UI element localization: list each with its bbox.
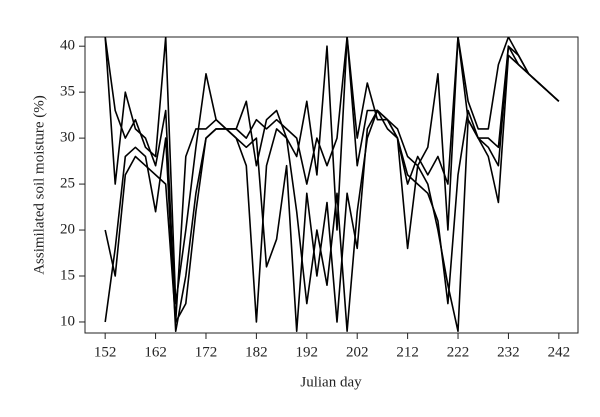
x-tick-label: 222 xyxy=(447,344,470,360)
y-tick-label: 15 xyxy=(60,267,75,283)
y-tick-label: 20 xyxy=(60,221,75,237)
x-tick-label: 212 xyxy=(396,344,419,360)
series-line xyxy=(104,54,560,332)
x-tick-label: 162 xyxy=(144,344,167,360)
series-line xyxy=(104,37,560,305)
x-axis-label: Julian day xyxy=(300,374,362,390)
x-tick-label: 232 xyxy=(497,344,520,360)
plot-frame xyxy=(84,36,579,334)
y-tick-label: 30 xyxy=(60,130,75,146)
y-axis-label: Assimilated soil moisture (%) xyxy=(31,95,47,275)
x-tick-label: 202 xyxy=(346,344,369,360)
y-tick-label: 25 xyxy=(60,176,75,192)
y-tick-label: 40 xyxy=(60,38,75,54)
y-tick-label: 35 xyxy=(60,84,75,100)
plot-area xyxy=(104,37,560,332)
x-tick-label: 182 xyxy=(245,344,268,360)
x-tick-label: 152 xyxy=(94,344,117,360)
x-tick-label: 242 xyxy=(548,344,571,360)
x-tick-label: 172 xyxy=(195,344,218,360)
y-tick-label: 10 xyxy=(60,313,75,329)
x-tick-label: 192 xyxy=(296,344,319,360)
series-line xyxy=(104,45,560,332)
